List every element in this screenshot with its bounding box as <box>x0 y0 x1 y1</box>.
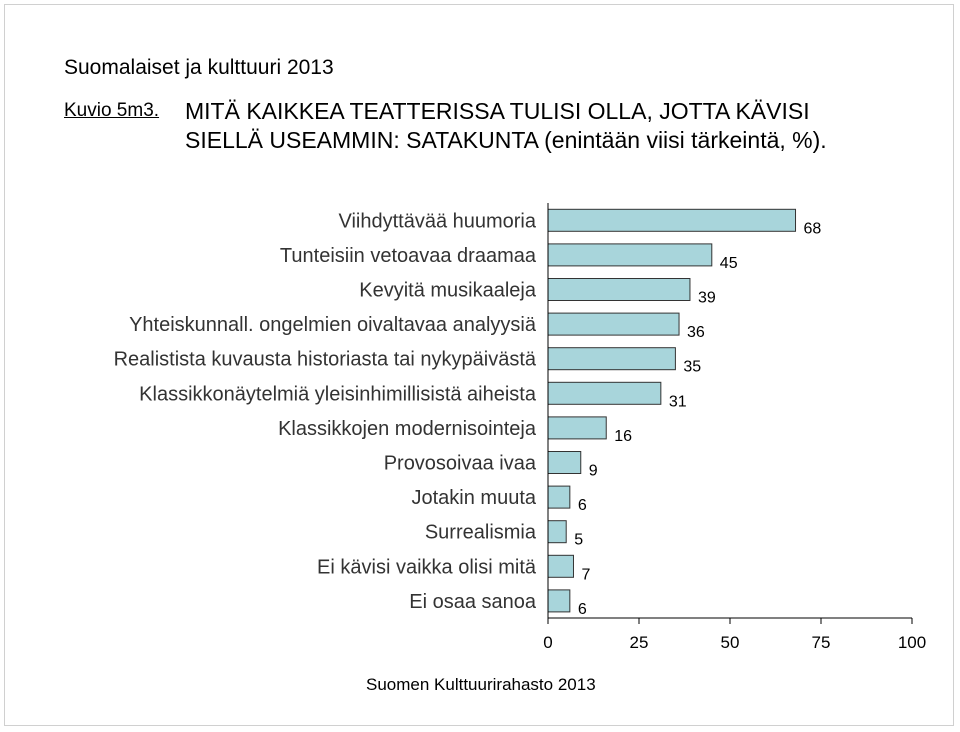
x-tick-label: 75 <box>812 633 831 652</box>
category-label: Viihdyttävää huumoria <box>338 210 536 232</box>
value-label: 35 <box>683 359 701 376</box>
x-tick-label: 100 <box>898 633 926 652</box>
bar <box>547 278 691 301</box>
category-label: Tunteisiin vetoavaa draamaa <box>280 245 537 267</box>
value-label: 9 <box>589 463 598 480</box>
report-title: Suomalaiset ja kulttuuri 2013 <box>64 56 334 79</box>
category-label: Klassikkonäytelmiä yleisinhimillisistä a… <box>139 383 537 405</box>
category-label: Ei kävisi vaikka olisi mitä <box>317 556 537 578</box>
bar <box>547 451 582 474</box>
source-note: Suomen Kulttuurirahasto 2013 <box>366 675 596 694</box>
bar <box>547 381 662 405</box>
bar <box>547 347 676 371</box>
chart-title: MITÄ KAIKKEA TEATTERISSA TULISI OLLA, JO… <box>185 97 827 155</box>
value-label: 68 <box>804 220 822 237</box>
bar <box>547 554 574 578</box>
bar <box>547 520 567 544</box>
value-label: 6 <box>578 601 587 618</box>
category-label: Provosoivaa ivaa <box>384 453 537 475</box>
value-label: 31 <box>669 393 687 410</box>
value-label: 16 <box>614 428 632 445</box>
chart-frame <box>4 4 954 726</box>
bar <box>547 243 713 267</box>
x-tick-label: 50 <box>721 633 740 652</box>
figure-label: Kuvio 5m3. <box>64 100 160 121</box>
bar <box>547 485 571 509</box>
x-tick-label: 0 <box>543 633 552 652</box>
category-label: Yhteiskunnall. ongelmien oivaltavaa anal… <box>129 314 537 336</box>
chart-title-line-1: MITÄ KAIKKEA TEATTERISSA TULISI OLLA, JO… <box>185 98 810 124</box>
x-tick-label: 25 <box>630 633 649 652</box>
value-label: 36 <box>687 324 705 341</box>
bar <box>547 416 607 440</box>
chart-title-line-2: SIELLÄ USEAMMIN: SATAKUNTA (enintään vii… <box>185 127 827 153</box>
bar <box>547 312 680 336</box>
category-label: Jotakin muuta <box>411 487 536 509</box>
category-label: Ei osaa sanoa <box>409 591 537 613</box>
category-label: Klassikkojen modernisointeja <box>278 418 537 440</box>
category-label: Realistista kuvausta historiasta tai nyk… <box>114 349 537 371</box>
bar <box>547 208 797 232</box>
bar <box>547 589 571 613</box>
value-label: 39 <box>698 290 716 307</box>
value-label: 5 <box>574 532 583 549</box>
value-label: 6 <box>578 497 587 514</box>
value-label: 7 <box>581 566 590 583</box>
category-label: Kevyitä musikaaleja <box>359 280 537 302</box>
value-label: 45 <box>720 255 738 272</box>
category-label: Surrealismia <box>425 522 537 544</box>
